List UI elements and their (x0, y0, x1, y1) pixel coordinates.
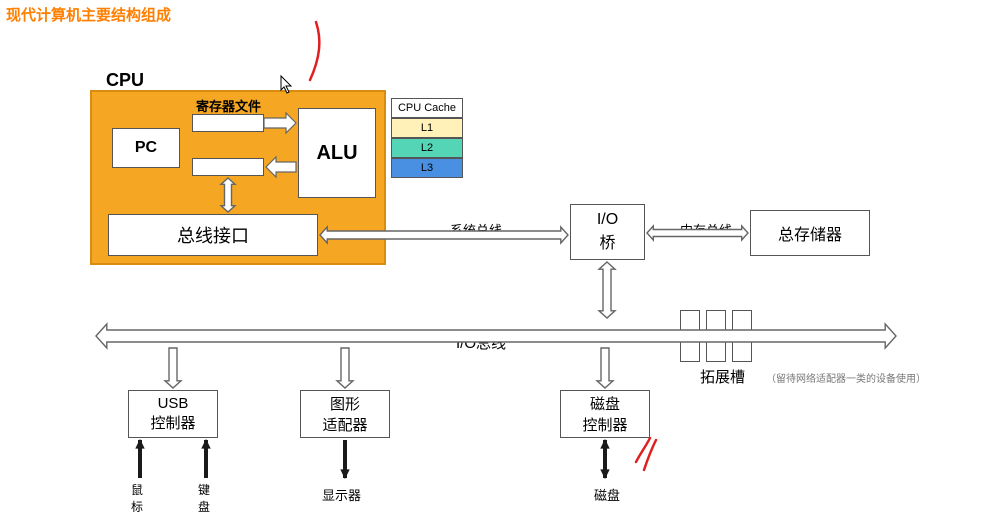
expansion-slot-label: 拓展槽 (700, 366, 745, 387)
red-annotation-bottom-scribble (636, 438, 656, 470)
mouse-label: 鼠标 (131, 481, 143, 515)
register-top-box (192, 114, 264, 132)
expansion-slot-box (706, 310, 726, 362)
pc-box: PC (112, 128, 180, 168)
cache-l2: L2 (391, 138, 463, 158)
page-title: 现代计算机主要结构组成 (6, 4, 171, 25)
disk-label: 磁盘 (594, 485, 620, 504)
register-bottom-box (192, 158, 264, 176)
cpu-cache-header: CPU Cache (391, 98, 463, 118)
expansion-slot-box (680, 310, 700, 362)
system-bus-label: 系统总线 (450, 220, 502, 239)
io-bus-label: I/O总线 (456, 332, 506, 353)
io-bridge-box: I/O桥 (570, 204, 645, 260)
alu-box: ALU (298, 108, 376, 198)
graphics-adapter-box: 图形适配器 (300, 390, 390, 438)
keyboard-label: 键盘 (198, 481, 210, 515)
expansion-note-label: （留待网络适配器一类的设备使用） (766, 370, 926, 385)
bus-interface-box: 总线接口 (108, 214, 318, 256)
cache-l3: L3 (391, 158, 463, 178)
register-file-label: 寄存器文件 (196, 96, 261, 115)
usb-controller-box: USB控制器 (128, 390, 218, 438)
disk-controller-box: 磁盘控制器 (560, 390, 650, 438)
red-annotation-top-curve (310, 22, 319, 80)
expansion-slot-box (732, 310, 752, 362)
memory-bus-label: 内存总线 (680, 220, 732, 239)
display-label: 显示器 (322, 485, 361, 504)
cache-l1: L1 (391, 118, 463, 138)
cpu-title: CPU (106, 70, 144, 91)
main-memory-box: 总存储器 (750, 210, 870, 256)
